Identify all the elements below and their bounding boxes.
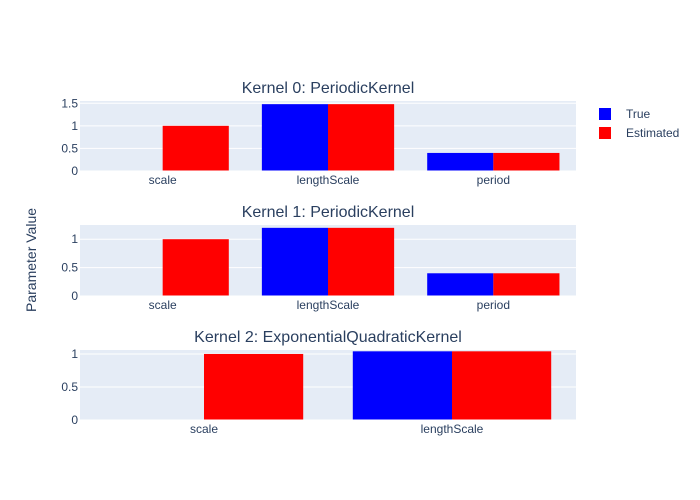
bar-true-period (427, 152, 494, 171)
y-tick-label: 0.5 (61, 141, 78, 155)
x-tick-label: lengthScale (297, 298, 360, 312)
legend-label: Estimated (626, 126, 679, 140)
bar-estimated-lengthscale (328, 227, 395, 296)
legend-item-true[interactable]: True (599, 107, 651, 121)
x-tick-label: period (477, 298, 510, 312)
y-tick-label: 1 (71, 232, 78, 246)
bar-estimated-period (493, 152, 560, 171)
x-tick-label: scale (149, 173, 177, 187)
x-tick-label: lengthScale (297, 173, 360, 187)
bar-estimated-period (493, 273, 560, 296)
bar-true-lengthscale (261, 227, 328, 296)
subplot-title: Kernel 0: PeriodicKernel (242, 80, 415, 97)
y-tick-label: 0.5 (61, 380, 78, 394)
bar-estimated-scale (162, 125, 229, 171)
x-tick-label: scale (149, 298, 177, 312)
y-tick-label: 0 (71, 289, 78, 303)
x-tick-label: scale (190, 422, 218, 436)
y-tick-label: 1.5 (61, 96, 78, 110)
subplots: 0 0.5 1 1.5 scale lengthScale period Kernel 0: … (61, 80, 576, 436)
legend-item-estimated[interactable]: Estimated (599, 126, 679, 140)
x-tick-label: period (477, 173, 510, 187)
x-tick-label: lengthScale (421, 422, 484, 436)
subplot-2: 0 0.5 1 scale lengthScale Kernel 2: Exponenti… (61, 329, 576, 436)
y-axis-label: Parameter Value (23, 208, 39, 312)
bar-true-lengthscale (261, 104, 328, 171)
subplot-title: Kernel 1: PeriodicKernel (242, 204, 415, 221)
y-tick-label: 0 (71, 164, 78, 178)
legend-label: True (626, 107, 651, 121)
subplot-0: 0 0.5 1 1.5 scale lengthScale period Kernel 0: … (61, 80, 576, 187)
bar-estimated-lengthscale (328, 104, 395, 171)
y-tick-label: 1 (71, 119, 78, 133)
bar-estimated-scale (162, 239, 229, 296)
y-tick-label: 0 (71, 413, 78, 427)
subplot-title: Kernel 2: ExponentialQuadraticKernel (194, 329, 462, 346)
bar-estimated-lengthscale (452, 351, 552, 420)
y-tick-label: 1 (71, 347, 78, 361)
bar-estimated-scale (204, 353, 304, 420)
legend-swatch (599, 108, 611, 120)
subplot-1: 0 0.5 1 scale lengthScale period Kernel 1: Per… (61, 204, 576, 312)
bar-true-lengthscale (352, 351, 452, 420)
legend-swatch (599, 127, 611, 139)
legend: True Estimated (599, 107, 679, 140)
y-tick-label: 0.5 (61, 261, 78, 275)
bar-true-period (427, 273, 494, 296)
